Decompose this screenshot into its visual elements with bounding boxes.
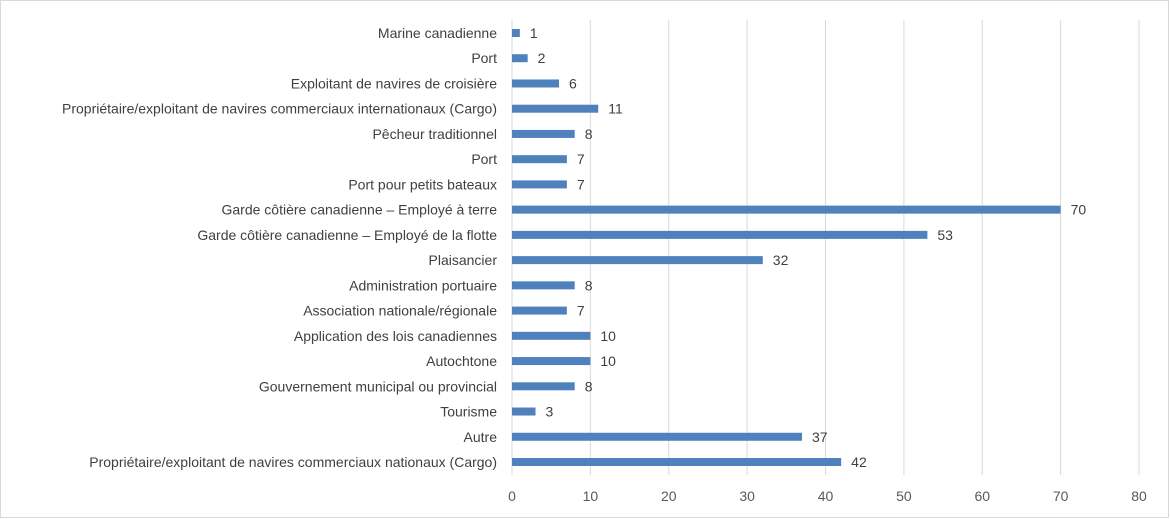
data-label: 10 <box>600 353 616 369</box>
x-tick-label: 50 <box>896 488 912 504</box>
x-tick-label: 70 <box>1053 488 1069 504</box>
x-tick-label: 0 <box>508 488 516 504</box>
x-tick-label: 30 <box>739 488 755 504</box>
bar <box>512 180 567 189</box>
data-label: 6 <box>569 75 577 91</box>
category-label: Propriétaire/exploitant de navires comme… <box>62 101 497 117</box>
category-label: Tourisme <box>440 404 497 420</box>
data-label: 53 <box>937 227 953 243</box>
x-tick-label: 80 <box>1131 488 1147 504</box>
category-label: Autochtone <box>426 353 497 369</box>
data-label: 8 <box>585 378 593 394</box>
bar <box>512 256 763 265</box>
bar <box>512 331 591 340</box>
data-label: 3 <box>546 404 554 420</box>
category-label: Propriétaire/exploitant de navires comme… <box>89 454 497 470</box>
bar <box>512 382 575 391</box>
category-label: Garde côtière canadienne – Employé à ter… <box>222 202 498 218</box>
data-label: 2 <box>538 50 546 66</box>
data-label: 8 <box>585 126 593 142</box>
bar <box>512 306 567 315</box>
x-tick-label: 10 <box>583 488 599 504</box>
category-label: Port <box>471 50 497 66</box>
category-label: Port <box>471 151 497 167</box>
bar <box>512 54 528 63</box>
data-label: 11 <box>608 101 623 117</box>
bar <box>512 79 560 88</box>
data-label: 37 <box>812 429 828 445</box>
x-tick-label: 40 <box>818 488 834 504</box>
bar <box>512 230 928 239</box>
bar <box>512 458 842 466</box>
category-label: Garde côtière canadienne – Employé de la… <box>197 227 497 243</box>
bar <box>512 104 599 113</box>
bar <box>512 407 536 416</box>
category-label: Association nationale/régionale <box>303 303 497 319</box>
data-label: 10 <box>600 328 616 344</box>
data-label: 70 <box>1071 202 1087 218</box>
bar <box>512 281 575 290</box>
data-label: 7 <box>577 176 585 192</box>
bar <box>512 129 575 138</box>
category-label: Gouvernement municipal ou provincial <box>259 378 497 394</box>
data-label: 1 <box>530 25 538 41</box>
bar <box>512 205 1061 214</box>
category-label: Administration portuaire <box>349 277 497 293</box>
bar <box>512 357 591 366</box>
category-label: Pêcheur traditionnel <box>372 126 497 142</box>
x-tick-label: 60 <box>974 488 990 504</box>
category-label: Marine canadienne <box>378 25 497 41</box>
data-label: 42 <box>851 454 867 470</box>
data-label: 32 <box>773 252 789 268</box>
bar <box>512 432 802 441</box>
category-label: Plaisancier <box>429 252 498 268</box>
x-tick-label: 20 <box>661 488 677 504</box>
bar <box>512 155 567 164</box>
category-label: Port pour petits bateaux <box>348 176 497 192</box>
data-label: 7 <box>577 303 585 319</box>
data-label: 7 <box>577 151 585 167</box>
bar <box>512 29 520 37</box>
data-label: 8 <box>585 277 593 293</box>
category-label: Application des lois canadiennes <box>294 328 497 344</box>
category-label: Exploitant de navires de croisière <box>291 75 497 91</box>
category-label: Autre <box>464 429 498 445</box>
